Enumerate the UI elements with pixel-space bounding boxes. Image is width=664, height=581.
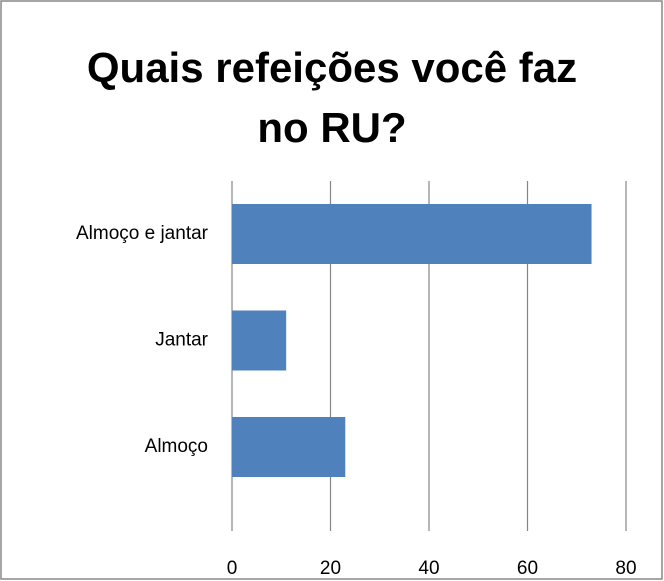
- y-tick-label: Almoço: [145, 436, 208, 457]
- x-tick-label: 80: [615, 558, 636, 579]
- chart-title: Quais refeições você faz no RU?: [86, 44, 578, 151]
- bar: [232, 417, 346, 477]
- x-tick-label: 60: [517, 558, 538, 579]
- x-tick-label: 20: [320, 558, 341, 579]
- bar: [232, 204, 592, 264]
- x-tick-label: 0: [227, 558, 238, 579]
- bar: [232, 310, 287, 371]
- y-tick-label: Almoço e jantar: [76, 223, 209, 244]
- x-tick-label: 40: [418, 558, 439, 579]
- y-tick-label: Jantar: [155, 330, 208, 351]
